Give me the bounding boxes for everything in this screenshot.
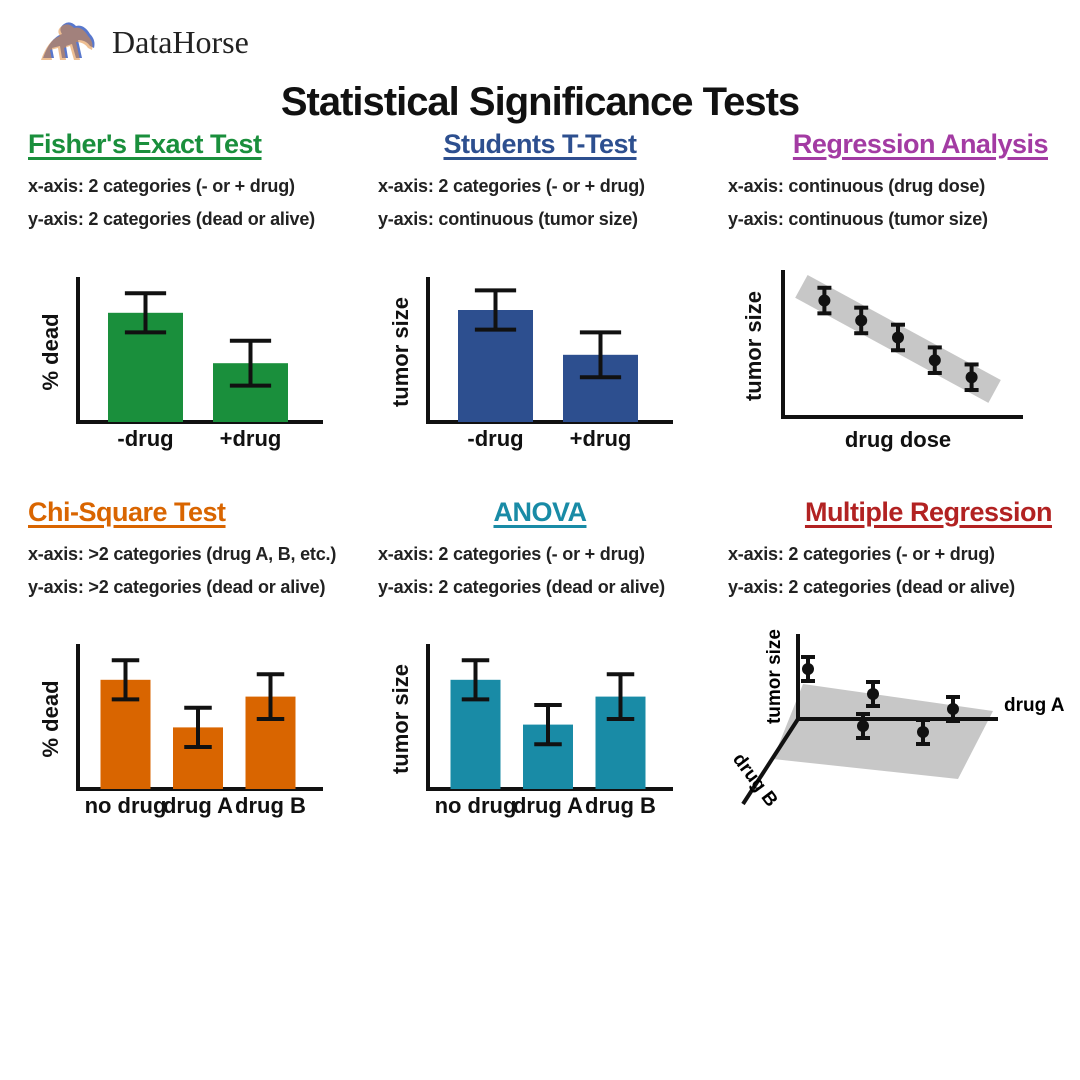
panels-grid: Fisher's Exact Test x-axis: 2 categories …	[20, 129, 1060, 824]
bar-chart: no drug drug A drug B tumor size	[378, 624, 678, 824]
panel-description: x-axis: continuous (drug dose) y-axis: c…	[728, 170, 1052, 237]
category-label: no drug	[85, 793, 167, 818]
brand-name: DataHorse	[112, 24, 249, 61]
y-axis-label: tumor size	[388, 664, 413, 774]
scatter3d-chart: tumor size drug A drug B	[728, 624, 1048, 834]
category-label: drug B	[235, 793, 306, 818]
bar-chart: no drug drug A drug B % dead	[28, 624, 328, 824]
x-axis-desc: x-axis: 2 categories (- or + drug)	[378, 538, 702, 571]
data-point	[818, 294, 830, 306]
y-axis-desc: y-axis: continuous (tumor size)	[378, 203, 702, 236]
data-point	[892, 331, 904, 343]
page-title: Statistical Significance Tests	[0, 80, 1080, 125]
y-axis-label: % dead	[38, 681, 63, 758]
category-label: drug A	[513, 793, 583, 818]
scatter-chart: tumor size drug dose	[728, 257, 1028, 457]
chart: tumor size drug dose	[728, 257, 1028, 457]
data-point	[802, 663, 814, 675]
data-point	[855, 314, 867, 326]
data-point	[917, 726, 929, 738]
panel-description: x-axis: 2 categories (- or + drug) y-axi…	[378, 538, 702, 605]
y-axis-label: tumor size	[741, 291, 766, 401]
x-axis-desc: x-axis: continuous (drug dose)	[728, 170, 1052, 203]
panel-description: x-axis: >2 categories (drug A, B, etc.) …	[28, 538, 352, 605]
category-label: +drug	[220, 426, 282, 451]
panel-anova: ANOVA x-axis: 2 categories (- or + drug) …	[370, 497, 710, 825]
category-label: -drug	[467, 426, 523, 451]
category-label: drug B	[585, 793, 656, 818]
chart: -drug +drug % dead	[28, 257, 328, 457]
panel-title: ANOVA	[378, 497, 702, 528]
bar-chart: -drug +drug tumor size	[378, 257, 678, 457]
y-axis-desc: y-axis: 2 categories (dead or alive)	[728, 571, 1052, 604]
panel-title: Regression Analysis	[728, 129, 1052, 160]
x-axis-label: drug A	[1004, 695, 1065, 716]
panel-title: Fisher's Exact Test	[28, 129, 352, 160]
chart: tumor size drug A drug B	[728, 624, 1028, 824]
data-point	[929, 354, 941, 366]
x-axis-desc: x-axis: 2 categories (- or + drug)	[378, 170, 702, 203]
data-point	[857, 720, 869, 732]
category-label: no drug	[435, 793, 517, 818]
y-axis-label: tumor size	[388, 297, 413, 407]
data-point	[966, 371, 978, 383]
x-axis-label: drug dose	[845, 427, 951, 452]
bar-chart: -drug +drug % dead	[28, 257, 328, 457]
chart: no drug drug A drug B % dead	[28, 624, 328, 824]
data-point	[867, 688, 879, 700]
y-axis-desc: y-axis: 2 categories (dead or alive)	[378, 571, 702, 604]
panel-description: x-axis: 2 categories (- or + drug) y-axi…	[28, 170, 352, 237]
panel-chisq: Chi-Square Test x-axis: >2 categories (dr…	[20, 497, 360, 825]
panel-title: Multiple Regression	[728, 497, 1052, 528]
chart: no drug drug A drug B tumor size	[378, 624, 678, 824]
panel-description: x-axis: 2 categories (- or + drug) y-axi…	[728, 538, 1052, 605]
x-axis-desc: x-axis: 2 categories (- or + drug)	[28, 170, 352, 203]
y-axis-label: % dead	[38, 313, 63, 390]
category-label: +drug	[570, 426, 632, 451]
panel-ttest: Students T-Test x-axis: 2 categories (- o…	[370, 129, 710, 457]
x-axis-desc: x-axis: 2 categories (- or + drug)	[728, 538, 1052, 571]
brand-row: DataHorse	[0, 0, 1080, 66]
horse-logo-icon	[38, 18, 100, 66]
panel-regression: Regression Analysis x-axis: continuous (d…	[720, 129, 1060, 457]
y-axis-desc: y-axis: 2 categories (dead or alive)	[28, 203, 352, 236]
panel-title: Chi-Square Test	[28, 497, 352, 528]
panel-multireg: Multiple Regression x-axis: 2 categories …	[720, 497, 1060, 825]
panel-fisher: Fisher's Exact Test x-axis: 2 categories …	[20, 129, 360, 457]
y-axis-desc: y-axis: continuous (tumor size)	[728, 203, 1052, 236]
category-label: drug A	[163, 793, 233, 818]
data-point	[947, 703, 959, 715]
chart: -drug +drug tumor size	[378, 257, 678, 457]
panel-title: Students T-Test	[378, 129, 702, 160]
y-axis-label: tumor size	[764, 629, 785, 724]
x-axis-desc: x-axis: >2 categories (drug A, B, etc.)	[28, 538, 352, 571]
panel-description: x-axis: 2 categories (- or + drug) y-axi…	[378, 170, 702, 237]
category-label: -drug	[117, 426, 173, 451]
y-axis-desc: y-axis: >2 categories (dead or alive)	[28, 571, 352, 604]
